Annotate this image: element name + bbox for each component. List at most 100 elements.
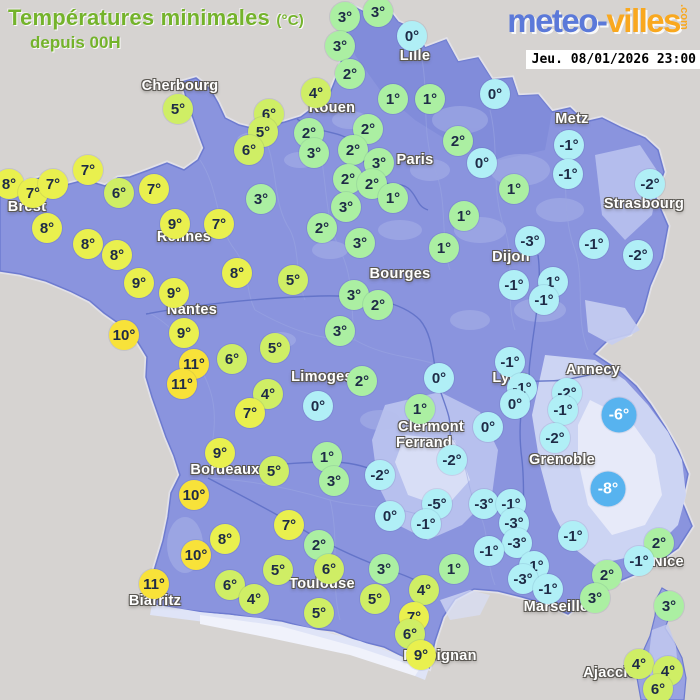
temp-marker: -1°	[533, 574, 563, 604]
temp-marker: 7°	[204, 209, 234, 239]
temp-marker: 1°	[415, 84, 445, 114]
temp-marker: 8°	[210, 524, 240, 554]
temp-marker: 2°	[347, 366, 377, 396]
vosges-region	[595, 145, 660, 240]
logo-text-villes: villes	[606, 2, 681, 39]
temp-marker: 5°	[260, 333, 290, 363]
temp-marker: 3°	[345, 228, 375, 258]
temp-marker: 9°	[159, 278, 189, 308]
temp-marker: -1°	[554, 130, 584, 160]
temp-marker: 0°	[500, 389, 530, 419]
datetime-badge: Jeu. 08/01/2026 23:00	[525, 50, 700, 69]
temp-marker: 2°	[338, 135, 368, 165]
temp-marker: 1°	[499, 174, 529, 204]
temp-marker: 5°	[360, 584, 390, 614]
city-label-bordeaux: Bordeaux	[190, 462, 260, 478]
temp-marker: 1°	[378, 84, 408, 114]
temp-marker: 3°	[319, 466, 349, 496]
logo-text-meteo: meteo-	[507, 2, 608, 39]
temp-marker: 1°	[405, 394, 435, 424]
temp-marker: 1°	[449, 201, 479, 231]
temp-marker: 5°	[259, 456, 289, 486]
city-label-annecy: Annecy	[565, 362, 621, 378]
temp-marker: 2°	[592, 560, 622, 590]
temp-marker: 7°	[274, 510, 304, 540]
pyrenees-snow	[200, 615, 420, 676]
temp-marker: -1°	[495, 347, 525, 377]
temp-marker: -1°	[624, 546, 654, 576]
logo-domain-suffix: .com	[678, 4, 691, 30]
city-label-bourges: Bourges	[369, 266, 431, 282]
temp-marker: 0°	[397, 21, 427, 51]
temp-marker: -2°	[437, 445, 467, 475]
temp-marker: -8°	[590, 471, 626, 507]
site-logo[interactable]: meteo-villes .com	[507, 2, 690, 40]
temp-marker: 4°	[409, 575, 439, 605]
jura-region	[585, 300, 640, 345]
temp-marker: 9°	[160, 209, 190, 239]
page-subtitle: depuis 00H	[30, 33, 121, 52]
temp-marker: 10°	[181, 540, 211, 570]
temp-marker: 1°	[429, 233, 459, 263]
temp-marker: 4°	[301, 78, 331, 108]
temp-marker: 1°	[439, 554, 469, 584]
temp-marker: 2°	[443, 126, 473, 156]
temp-marker: 1°	[378, 183, 408, 213]
temp-marker: -1°	[474, 536, 504, 566]
city-label-biarritz: Biarritz	[128, 593, 182, 609]
temp-marker: -1°	[548, 395, 578, 425]
temp-marker: -3°	[508, 564, 538, 594]
temp-marker: 3°	[299, 138, 329, 168]
temp-marker: 9°	[406, 640, 436, 670]
temp-marker: 3°	[369, 554, 399, 584]
city-label-grenoble: Grenoble	[528, 452, 596, 468]
temp-marker: -2°	[540, 423, 570, 453]
temp-marker: 3°	[363, 0, 393, 27]
temp-marker: 3°	[654, 591, 684, 621]
temp-marker: 5°	[278, 265, 308, 295]
temp-marker: 7°	[235, 398, 265, 428]
temp-marker: -1°	[529, 285, 559, 315]
temp-marker: -2°	[635, 169, 665, 199]
city-label-limoges: Limoges	[291, 369, 353, 385]
temp-marker: 3°	[330, 2, 360, 32]
temp-marker: 0°	[467, 148, 497, 178]
city-label-nice: Nice	[652, 554, 684, 570]
temp-marker: -1°	[579, 229, 609, 259]
temp-marker: 3°	[331, 192, 361, 222]
temp-marker: 2°	[307, 213, 337, 243]
temp-marker: 9°	[124, 268, 154, 298]
temp-marker: -2°	[365, 460, 395, 490]
city-label-cherbourg: Cherbourg	[141, 78, 219, 94]
page-title: Températures minimales (°C)	[8, 5, 304, 31]
city-label-strasbourg: Strasbourg	[603, 196, 685, 212]
temp-marker: 0°	[473, 412, 503, 442]
temp-marker: 0°	[375, 501, 405, 531]
temp-marker: -1°	[553, 159, 583, 189]
temp-marker: 10°	[109, 320, 139, 350]
temp-marker: 7°	[38, 169, 68, 199]
temp-marker: 0°	[303, 391, 333, 421]
temp-marker: 0°	[480, 79, 510, 109]
temp-marker: 6°	[314, 554, 344, 584]
temp-marker: 11°	[167, 369, 197, 399]
temp-marker: 8°	[102, 240, 132, 270]
temp-marker: 6°	[234, 135, 264, 165]
temp-marker: -1°	[411, 509, 441, 539]
temp-marker: -1°	[499, 270, 529, 300]
temp-marker: 4°	[624, 649, 654, 679]
temp-marker: 8°	[32, 213, 62, 243]
temp-marker: -1°	[558, 521, 588, 551]
temp-marker: 10°	[179, 480, 209, 510]
temp-marker: 5°	[304, 598, 334, 628]
temp-marker: 7°	[73, 155, 103, 185]
temp-marker: 3°	[325, 31, 355, 61]
temp-marker: 6°	[643, 674, 673, 700]
city-label-ajaccio: Ajaccio	[583, 665, 637, 681]
temp-marker: 6°	[217, 344, 247, 374]
title-text: Températures minimales	[8, 5, 270, 30]
temp-marker: 7°	[139, 174, 169, 204]
temp-marker: 3°	[246, 184, 276, 214]
